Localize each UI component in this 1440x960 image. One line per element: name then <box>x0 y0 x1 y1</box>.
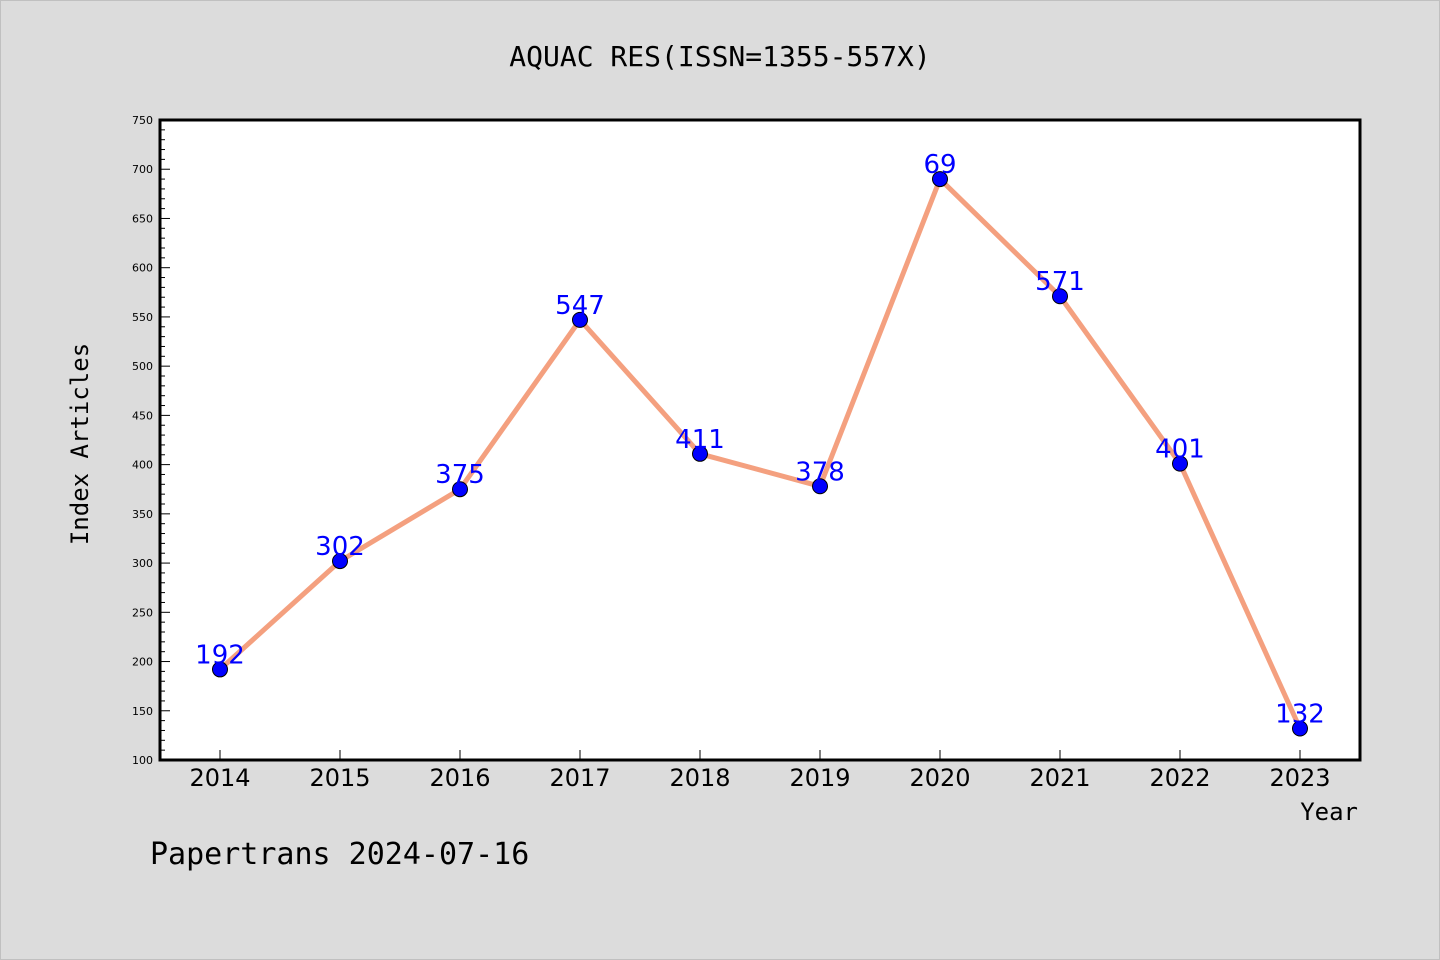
y-tick-label: 350 <box>132 508 153 521</box>
series-line: 192 302 375 547 411 378 69 571 401 132 <box>195 150 1325 737</box>
data-point <box>452 481 468 498</box>
y-tick-label: 700 <box>132 163 153 176</box>
x-tick-label: 2021 <box>1029 764 1090 792</box>
data-point <box>572 311 588 328</box>
y-tick-label: 300 <box>132 557 153 570</box>
y-tick-label: 550 <box>132 311 153 324</box>
series-path <box>218 176 1303 730</box>
y-tick-label: 150 <box>132 705 153 718</box>
data-label: 132 <box>1275 699 1325 729</box>
data-label: 302 <box>315 532 365 562</box>
data-point <box>212 661 228 678</box>
x-tick-label: 2015 <box>309 764 370 792</box>
footer-credit: Papertrans 2024-07-16 <box>150 837 529 872</box>
data-label: 375 <box>435 460 485 490</box>
y-axis: 100 150 200 250 300 350 400 450 500 550 600 650 700 7… <box>132 114 170 767</box>
data-point <box>1172 455 1188 472</box>
x-tick-label: 2016 <box>429 764 490 792</box>
y-tick-label: 650 <box>132 212 153 225</box>
y-tick-label: 250 <box>132 606 153 619</box>
x-tick-label: 2014 <box>189 764 250 792</box>
x-tick-label: 2023 <box>1269 764 1330 792</box>
y-tick-label: 750 <box>132 114 153 127</box>
x-tick-label: 2018 <box>669 764 730 792</box>
x-tick-label: 2022 <box>1149 764 1210 792</box>
data-point <box>812 478 828 495</box>
y-tick-label: 100 <box>132 754 153 767</box>
data-label: 411 <box>675 425 725 455</box>
data-label: 571 <box>1035 267 1085 297</box>
data-label: 378 <box>795 457 845 487</box>
x-axis-label: Year <box>1300 798 1358 826</box>
y-tick-label: 500 <box>132 360 153 373</box>
data-label: 69 <box>923 150 956 180</box>
data-point <box>1052 288 1068 305</box>
data-point <box>1292 720 1308 737</box>
x-tick-label: 2020 <box>909 764 970 792</box>
data-label: 401 <box>1155 435 1205 465</box>
x-axis: 2014 2015 2016 2017 2018 2019 2020 2021 2022 2023 <box>189 750 1331 792</box>
data-label: 192 <box>195 640 245 670</box>
data-point <box>692 445 708 462</box>
data-point <box>932 171 948 188</box>
x-tick-label: 2019 <box>789 764 850 792</box>
data-label: 547 <box>555 291 605 321</box>
chart-title: AQUAC RES(ISSN=1355-557X) <box>509 40 930 73</box>
x-tick-label: 2017 <box>549 764 610 792</box>
y-tick-label: 600 <box>132 262 153 275</box>
y-tick-label: 200 <box>132 656 153 669</box>
y-tick-label: 450 <box>132 409 153 422</box>
y-tick-label: 400 <box>132 459 153 472</box>
y-axis-label: Index Articles <box>66 343 94 545</box>
data-point <box>332 553 348 570</box>
